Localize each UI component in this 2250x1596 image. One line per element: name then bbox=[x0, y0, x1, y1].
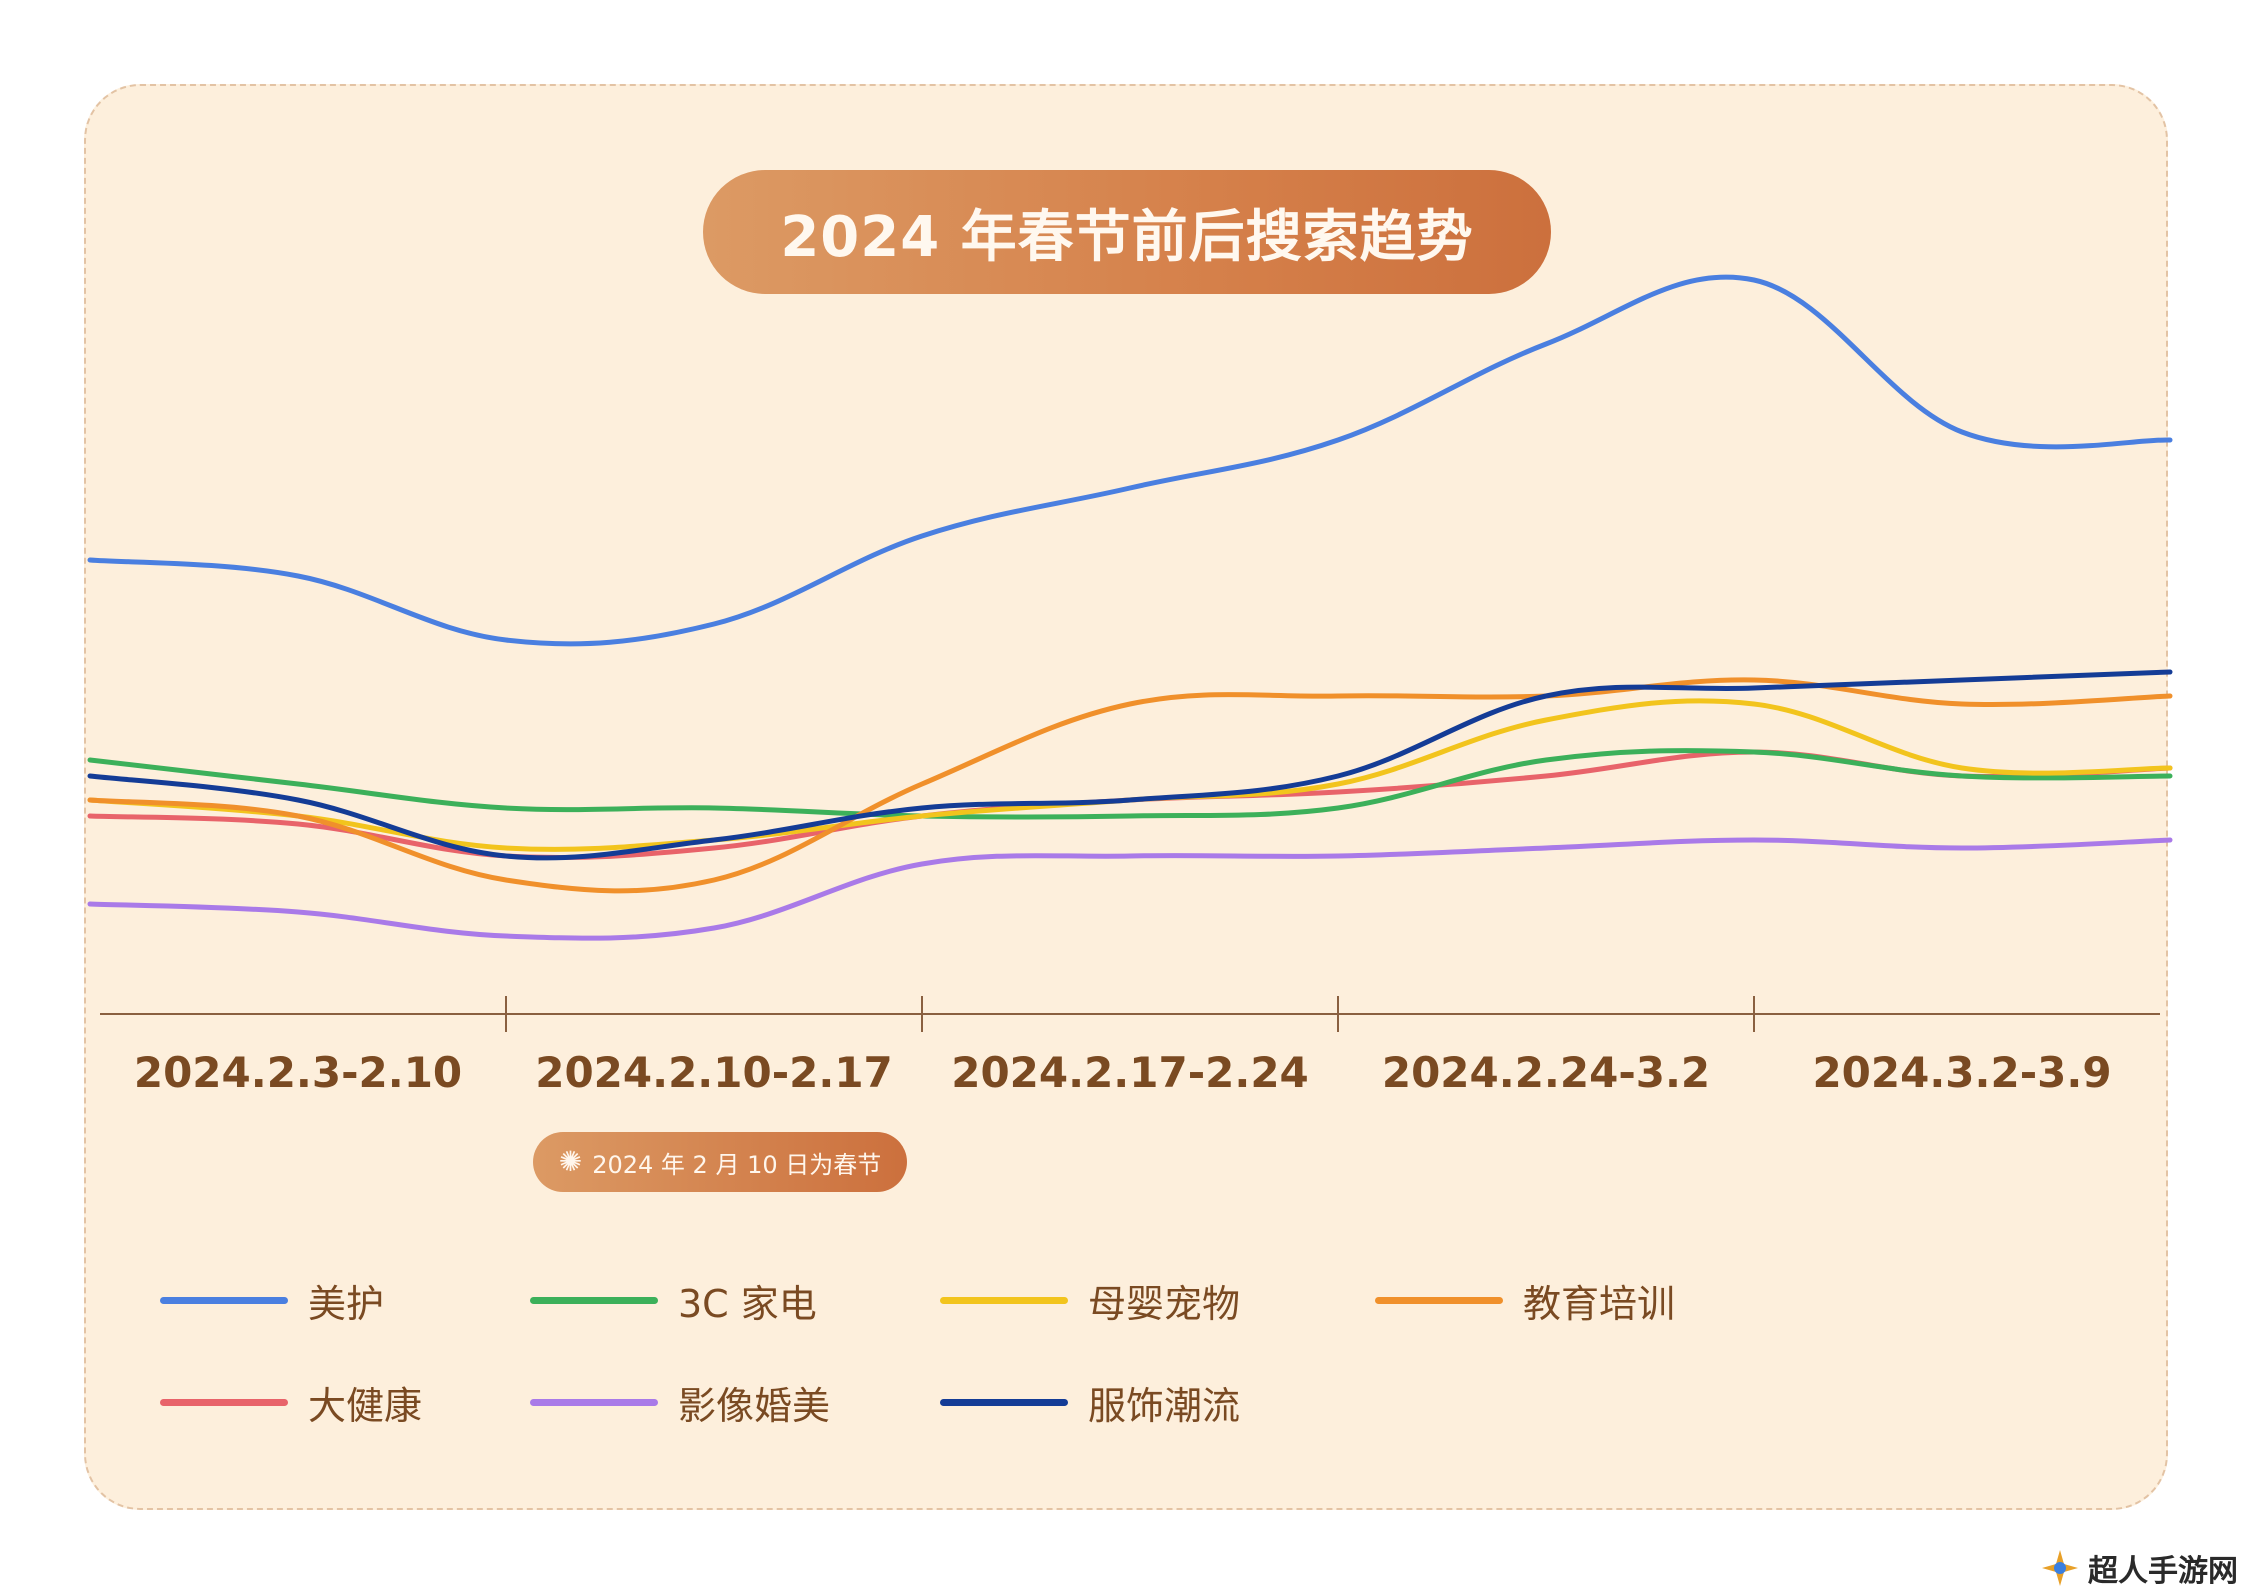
series-line-4 bbox=[87, 677, 2173, 894]
legend-label: 3C 家电 bbox=[678, 1281, 817, 1326]
legend-label: 服饰潮流 bbox=[1088, 1383, 1241, 1428]
legend-label: 大健康 bbox=[308, 1383, 423, 1428]
legend-swatch bbox=[940, 1296, 1068, 1304]
series-line-3 bbox=[87, 698, 2173, 852]
chart-title: 2024 年春节前后搜索趋势 bbox=[703, 170, 1551, 294]
watermark: 超人手游网 bbox=[2040, 1546, 2238, 1590]
legend-label: 教育培训 bbox=[1523, 1281, 1676, 1326]
x-tick-label: 2024.2.17-2.24 bbox=[951, 1048, 1309, 1097]
series-line-6 bbox=[87, 837, 2173, 941]
legend-label: 母婴宠物 bbox=[1088, 1281, 1241, 1326]
note-text: 2024 年 2 月 10 日为春节 bbox=[592, 1150, 882, 1179]
firework-icon: ✺ bbox=[558, 1145, 583, 1178]
legend-item: 教育培训 bbox=[1375, 1270, 1675, 1330]
series-line-2 bbox=[87, 748, 2173, 820]
watermark-logo-icon bbox=[2040, 1548, 2080, 1588]
legend-item: 美护 bbox=[160, 1270, 384, 1330]
legend-swatch bbox=[530, 1398, 658, 1406]
legend-swatch bbox=[160, 1398, 288, 1406]
legend-label: 美护 bbox=[308, 1281, 385, 1326]
watermark-text: 超人手游网 bbox=[2088, 1554, 2238, 1589]
series-line-1 bbox=[87, 274, 2173, 647]
legend-label: 影像婚美 bbox=[678, 1383, 831, 1428]
x-tick-label: 2024.2.3-2.10 bbox=[133, 1048, 463, 1097]
x-tick-label: 2024.2.10-2.17 bbox=[535, 1048, 893, 1097]
legend-item: 大健康 bbox=[160, 1372, 422, 1432]
series-line-7 bbox=[87, 669, 2173, 861]
legend-item: 服饰潮流 bbox=[940, 1372, 1240, 1432]
x-tick-label: 2024.3.2-3.9 bbox=[1812, 1048, 2112, 1097]
spring-festival-note: ✺ 2024 年 2 月 10 日为春节 bbox=[533, 1132, 907, 1192]
legend-item: 母婴宠物 bbox=[940, 1270, 1240, 1330]
legend-swatch bbox=[940, 1398, 1068, 1406]
legend-item: 3C 家电 bbox=[530, 1270, 817, 1330]
legend-swatch bbox=[160, 1296, 288, 1304]
chart-card bbox=[84, 84, 2168, 1510]
legend-swatch bbox=[1375, 1296, 1503, 1304]
legend-swatch bbox=[530, 1296, 658, 1304]
legend-item: 影像婚美 bbox=[530, 1372, 830, 1432]
x-tick-label: 2024.2.24-3.2 bbox=[1381, 1048, 1711, 1097]
